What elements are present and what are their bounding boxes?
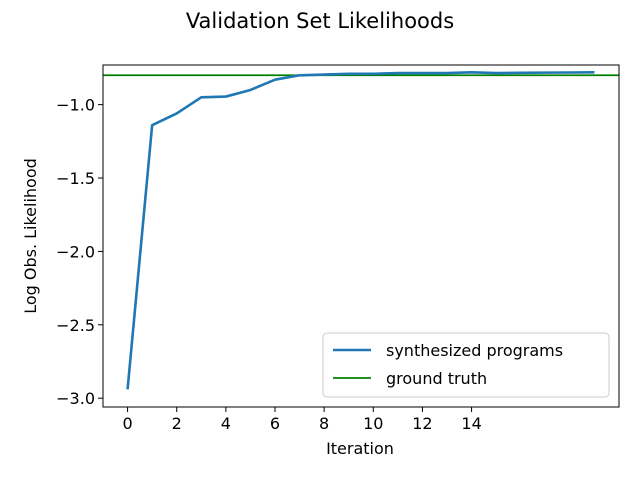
legend-box	[322, 332, 610, 398]
y-axis-label: Log Obs. Likelihood	[21, 158, 40, 314]
x-axis-label: Iteration	[326, 439, 394, 458]
x-tick-label-7: 14	[461, 414, 481, 433]
y-tick-label-4: −1.0	[56, 96, 95, 115]
x-tick-label-2: 4	[221, 414, 231, 433]
series-line-0	[126, 71, 595, 390]
plot-area: 0 2 4 6 8 10 12 14 −3.0 −2.5 −2.0 −1.5 −1.0 synthesiz…	[56, 64, 620, 433]
x-tick-label-3: 6	[270, 414, 280, 433]
y-tick-label-3: −1.5	[56, 169, 95, 188]
legend-label-1: ground truth	[386, 369, 487, 388]
x-tick-label-4: 8	[319, 414, 329, 433]
chart-title: Validation Set Likelihoods	[186, 9, 454, 33]
y-tick-label-2: −2.0	[56, 242, 95, 261]
x-tick-label-0: 0	[122, 414, 132, 433]
x-tick-label-5: 10	[363, 414, 383, 433]
y-tick-label-1: −2.5	[56, 316, 95, 335]
y-tick-label-0: −3.0	[56, 389, 95, 408]
legend-label-0: synthesized programs	[386, 341, 563, 360]
x-tick-label-1: 2	[172, 414, 182, 433]
axes-frame	[102, 64, 620, 408]
x-tick-label-6: 12	[412, 414, 432, 433]
